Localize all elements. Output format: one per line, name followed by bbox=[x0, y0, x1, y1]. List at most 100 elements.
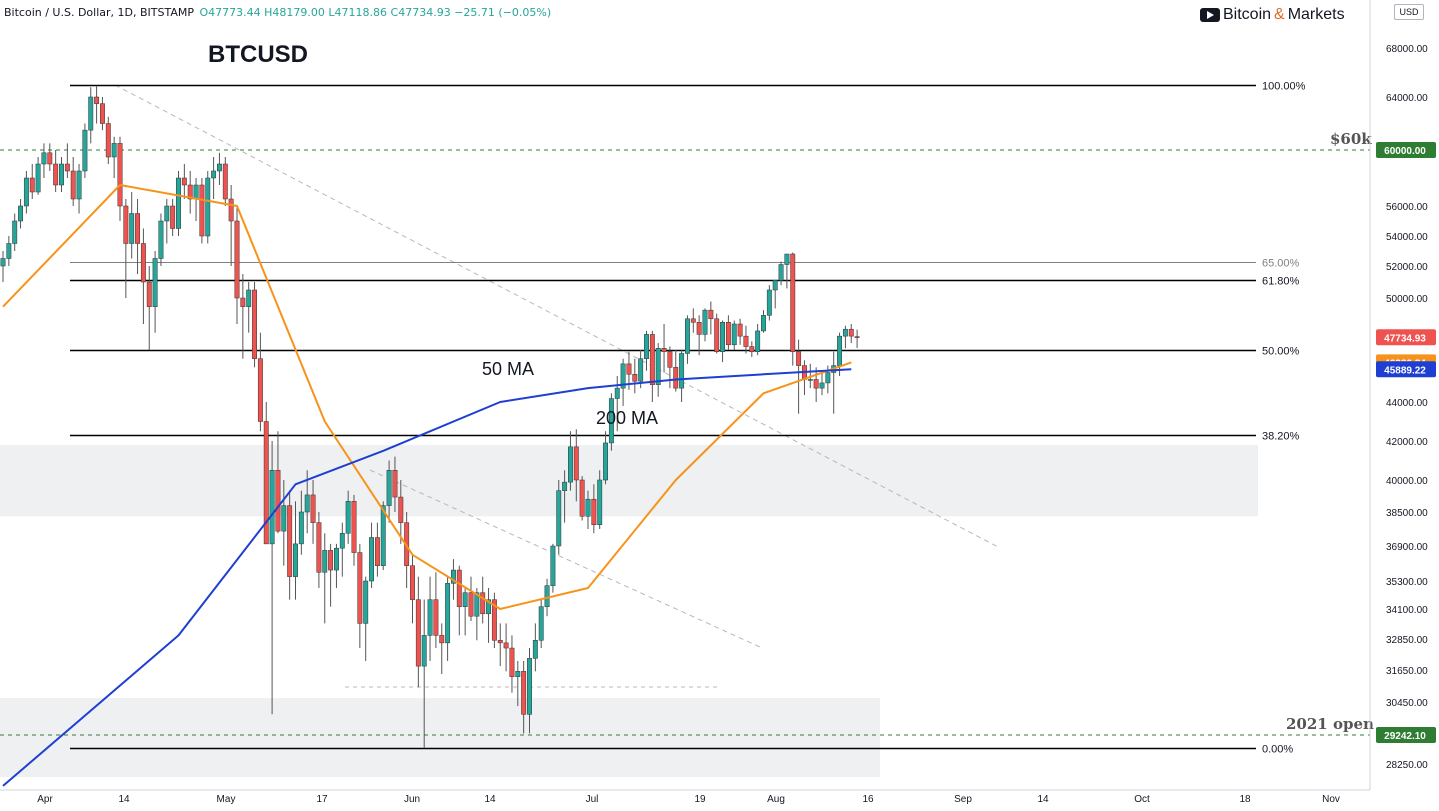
candle-body bbox=[714, 318, 720, 352]
candle-body bbox=[410, 565, 415, 600]
candle-body bbox=[462, 592, 468, 607]
candle-body bbox=[129, 213, 135, 244]
x-tick-label: Nov bbox=[1322, 794, 1340, 805]
candle-body bbox=[94, 96, 100, 104]
x-tick-label: Jul bbox=[586, 794, 599, 805]
logo-amp: & bbox=[1274, 6, 1285, 23]
candle-body bbox=[731, 323, 737, 346]
candle-body bbox=[737, 323, 743, 337]
candle-body bbox=[772, 280, 778, 291]
y-tick-label: 56000.00 bbox=[1386, 202, 1428, 213]
candle-body bbox=[234, 220, 240, 299]
candle-body bbox=[491, 599, 497, 641]
x-tick-label: 19 bbox=[694, 794, 706, 805]
candle-body bbox=[351, 501, 357, 553]
candle-body bbox=[556, 490, 562, 547]
candle-body bbox=[187, 184, 193, 200]
candle-body bbox=[451, 569, 456, 584]
candle-body bbox=[568, 446, 573, 483]
annotation-60k: $60k bbox=[1330, 130, 1372, 148]
y-tick-label: 35300.00 bbox=[1386, 577, 1428, 588]
candle-body bbox=[76, 170, 82, 200]
candle-body bbox=[819, 382, 825, 389]
candle-body bbox=[562, 481, 568, 491]
y-tick-label: 68000.00 bbox=[1386, 44, 1428, 55]
candle-body bbox=[123, 205, 129, 244]
x-tick-label: 17 bbox=[316, 794, 328, 805]
candle-body bbox=[334, 547, 339, 571]
candle-body bbox=[439, 635, 445, 644]
candle-body bbox=[427, 599, 433, 636]
candle-body bbox=[240, 297, 246, 307]
y-tick-label: 44000.00 bbox=[1386, 398, 1428, 409]
candle-body bbox=[53, 163, 59, 186]
candle-body bbox=[755, 330, 761, 352]
candle-body bbox=[626, 363, 632, 375]
candle-body bbox=[649, 334, 655, 385]
candle-body bbox=[468, 592, 474, 617]
candle-body bbox=[638, 358, 644, 382]
fib-level-label: 50.00% bbox=[1262, 346, 1300, 358]
candle-body bbox=[685, 318, 690, 354]
candle-body bbox=[293, 543, 298, 577]
fib-level-label: 65.00% bbox=[1262, 258, 1300, 270]
candle-body bbox=[263, 421, 269, 545]
ma50-line bbox=[2, 184, 852, 610]
x-tick-label: Sep bbox=[954, 794, 972, 805]
candle-body bbox=[702, 309, 708, 335]
candle-body bbox=[29, 177, 35, 193]
candle-body bbox=[0, 258, 6, 267]
currency-badge[interactable]: USD bbox=[1394, 4, 1424, 20]
candle-body bbox=[573, 446, 579, 481]
candle-body bbox=[527, 658, 532, 715]
candle-body bbox=[825, 372, 831, 384]
logo-text-a: Bitcoin bbox=[1223, 6, 1272, 23]
candle-body bbox=[252, 289, 258, 359]
fib-level-label: 0.00% bbox=[1262, 744, 1293, 756]
y-tick-label: 54000.00 bbox=[1386, 232, 1428, 243]
candle-body bbox=[813, 379, 819, 389]
candle-body bbox=[380, 505, 386, 566]
candle-body bbox=[550, 545, 556, 586]
candle-body bbox=[497, 640, 503, 644]
y-tick-label: 32850.00 bbox=[1386, 635, 1428, 646]
candle-body bbox=[228, 198, 234, 222]
y-tick-label: 36900.00 bbox=[1386, 542, 1428, 553]
candle-body bbox=[761, 315, 766, 332]
candle-body bbox=[339, 533, 345, 549]
y-tick-label: 28250.00 bbox=[1386, 760, 1428, 771]
y-tick-label: 52000.00 bbox=[1386, 262, 1428, 273]
candle-body bbox=[82, 129, 88, 172]
candle-body bbox=[544, 585, 550, 607]
brand-logo[interactable]: Bitcoin & Markets bbox=[1200, 6, 1345, 24]
candle-body bbox=[217, 163, 222, 172]
candle-body bbox=[6, 243, 12, 259]
candle-body bbox=[369, 537, 375, 582]
candle-body bbox=[655, 348, 661, 385]
y-tick-label: 40000.00 bbox=[1386, 476, 1428, 487]
candle-body bbox=[193, 184, 199, 200]
symbol-header: Bitcoin / U.S. Dollar, 1D, BITSTAMP O477… bbox=[4, 6, 551, 19]
candle-body bbox=[591, 498, 597, 526]
candle-body bbox=[743, 335, 749, 347]
candle-body bbox=[269, 470, 275, 545]
candle-body bbox=[608, 398, 614, 444]
close-value: C47734.93 bbox=[390, 6, 451, 19]
x-tick-label: Oct bbox=[1134, 794, 1150, 805]
candle-body bbox=[585, 498, 591, 517]
candle-body bbox=[117, 143, 123, 207]
descending-trendline bbox=[114, 84, 1001, 549]
candle-body bbox=[374, 537, 380, 566]
x-tick-label: May bbox=[217, 794, 236, 805]
candle-body bbox=[275, 470, 281, 532]
candle-body bbox=[64, 163, 70, 172]
candle-body bbox=[579, 479, 585, 517]
candle-body bbox=[298, 511, 304, 545]
candle-body bbox=[679, 353, 685, 389]
price-tag bbox=[1376, 361, 1436, 378]
candle-body bbox=[41, 152, 47, 165]
candle-body bbox=[515, 671, 521, 677]
candle-body bbox=[784, 253, 790, 265]
candle-body bbox=[205, 177, 211, 237]
